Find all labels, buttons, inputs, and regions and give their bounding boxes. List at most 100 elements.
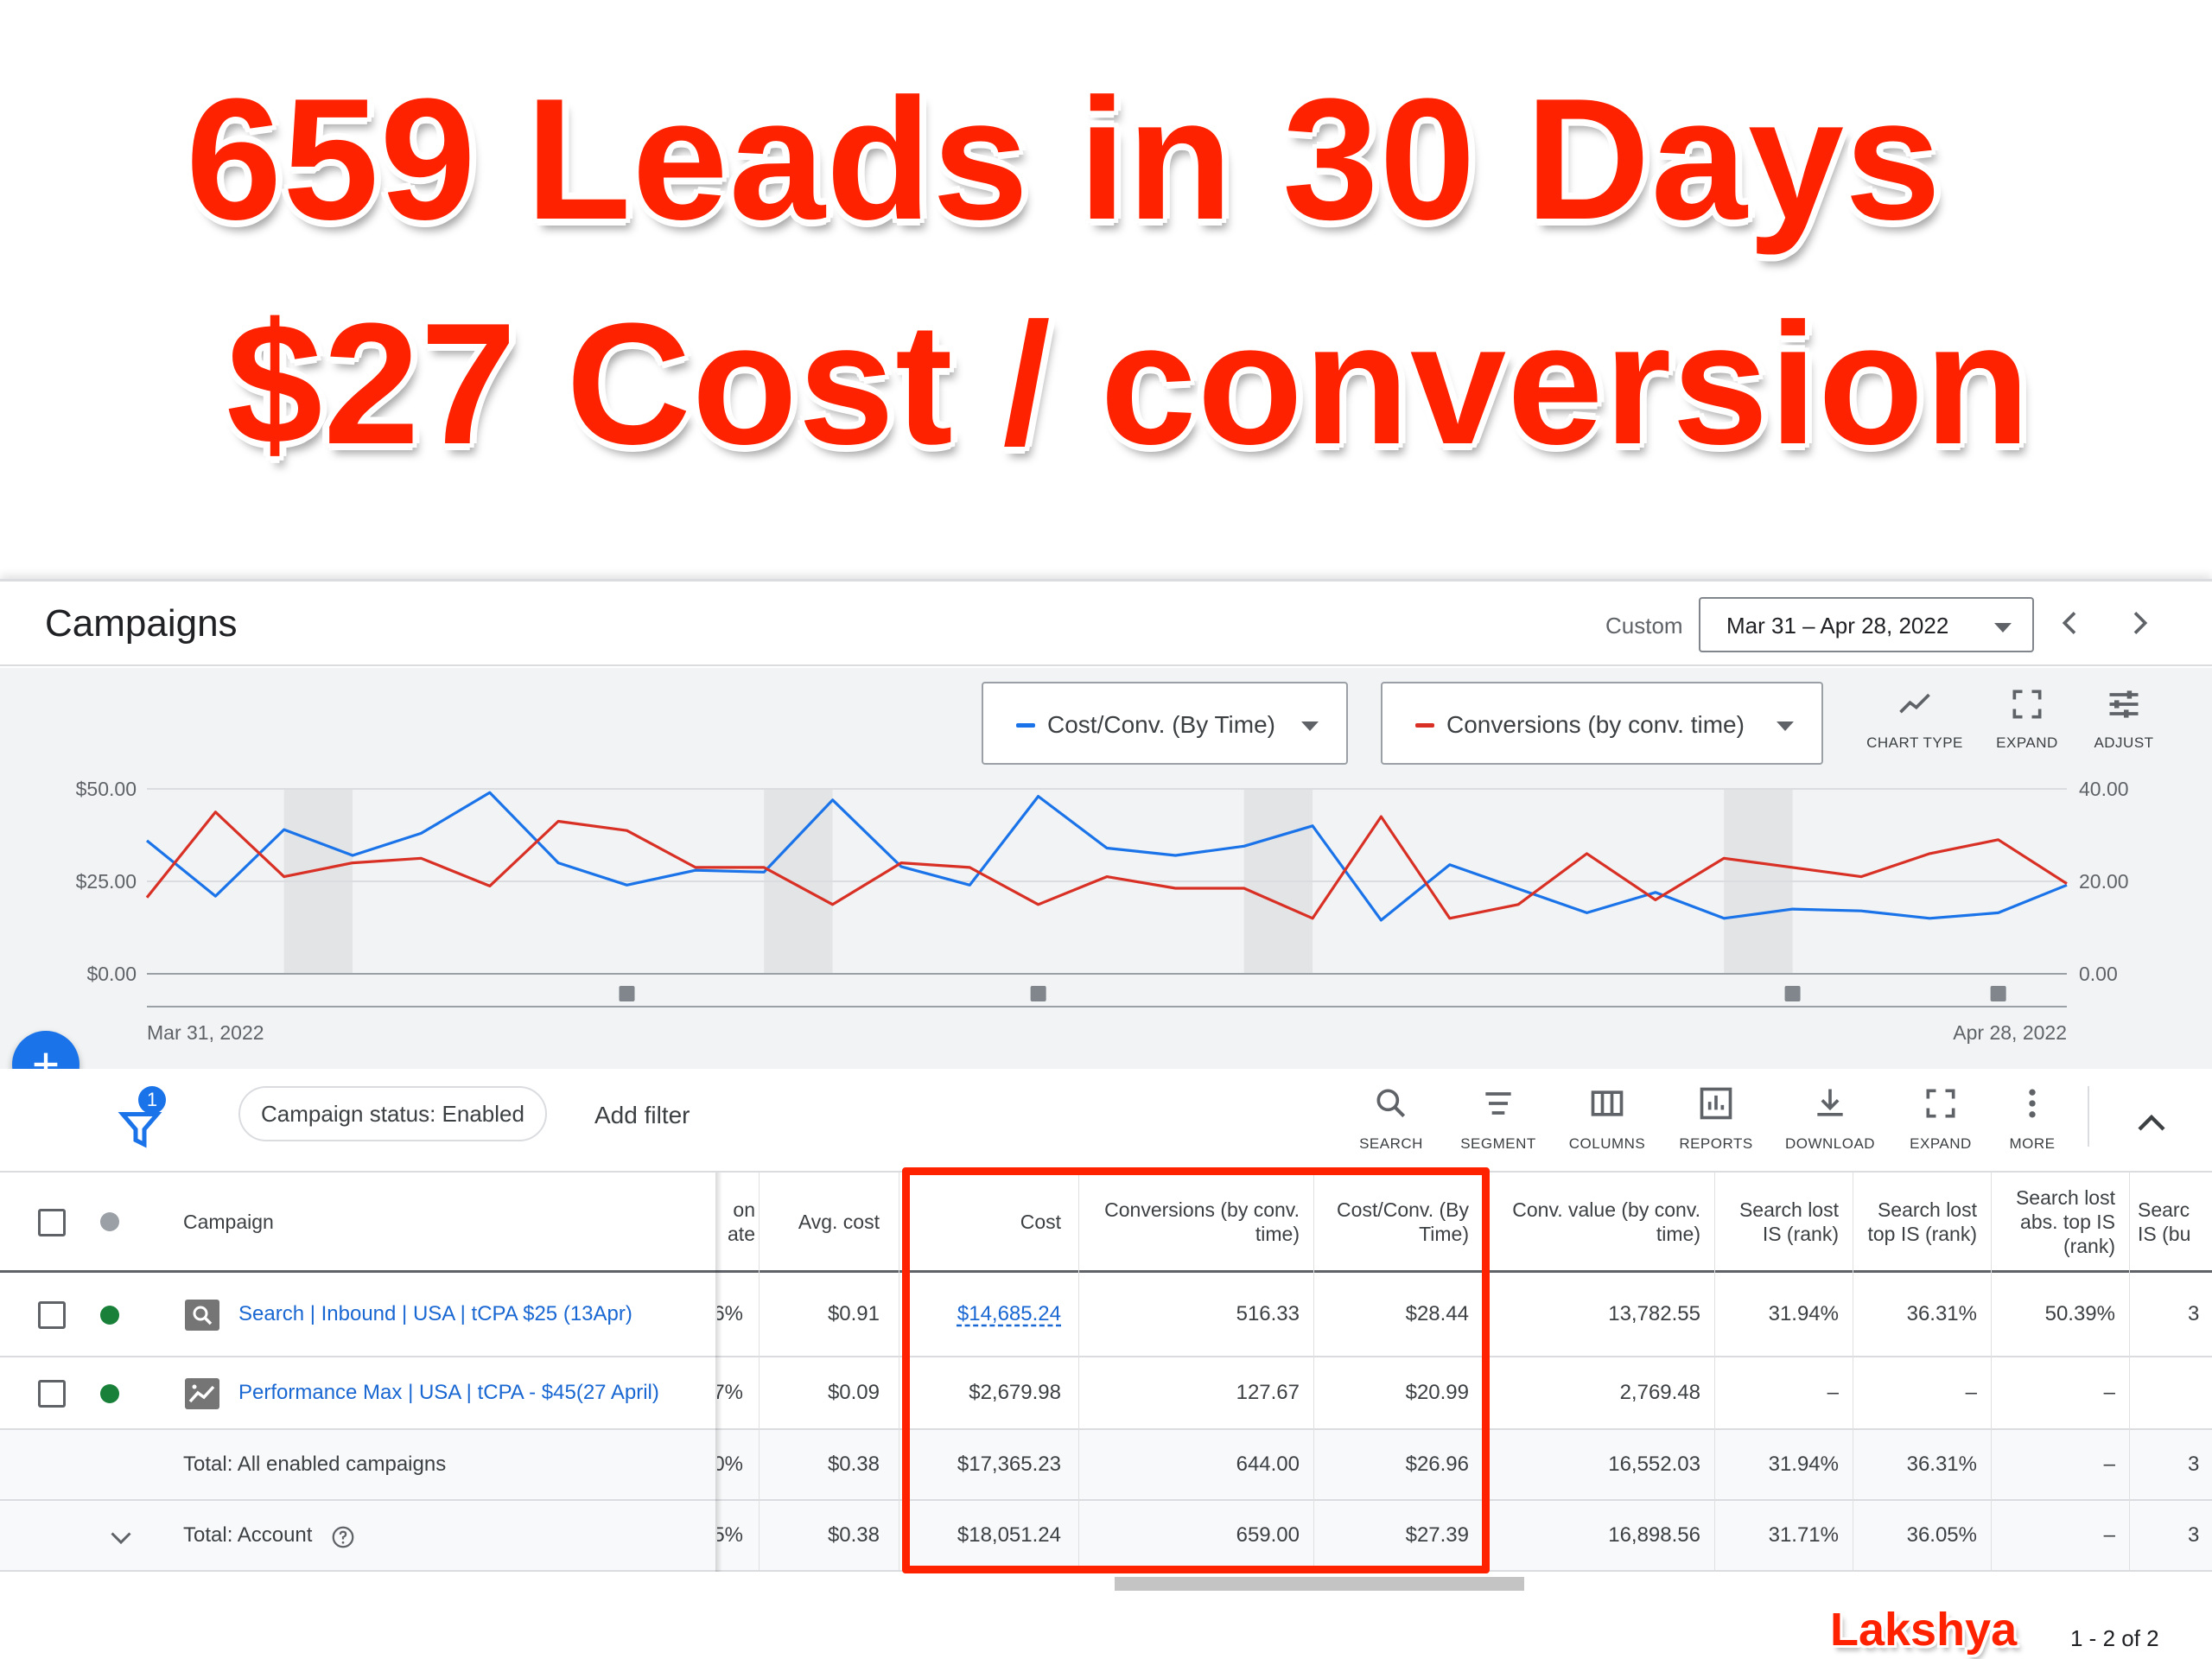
total-enabled-row: Total: All enabled campaigns 0% $0.38 $1… xyxy=(0,1430,2212,1501)
conv-value-cell: 16,898.56 xyxy=(1608,1523,1700,1547)
table-expand-label: EXPAND xyxy=(1910,1135,1972,1152)
avg-cost-cell: $0.91 xyxy=(827,1302,880,1325)
campaigns-header: Campaigns Custom Mar 31 – Apr 28, 2022 xyxy=(0,582,2212,666)
columns-button[interactable]: COLUMNS xyxy=(1555,1084,1659,1153)
row-checkbox[interactable] xyxy=(38,1380,66,1408)
headline-line-1: 659 Leads in 30 Days xyxy=(186,63,1942,256)
conversions-cell: 516.33 xyxy=(1236,1302,1300,1325)
more-button[interactable]: MORE xyxy=(1980,1084,2084,1153)
lost-top-is-cell: – xyxy=(1965,1381,1977,1404)
header-conv-value[interactable]: Conv. value (by conv. time) xyxy=(1512,1198,1700,1245)
cost-per-conv-cell: $26.96 xyxy=(1405,1452,1469,1476)
metric-selector-2[interactable]: Conversions (by conv. time) xyxy=(1381,682,1823,765)
avg-cost-cell: $0.38 xyxy=(827,1523,880,1547)
cost-link[interactable]: $14,685.24 xyxy=(957,1302,1061,1325)
chart-type-button[interactable]: CHART TYPE xyxy=(1854,685,1975,752)
right-axis-tick-label: 0.00 xyxy=(2079,963,2118,985)
horizontal-scrollbar[interactable] xyxy=(1115,1577,1524,1591)
total-enabled-label: Total: All enabled campaigns xyxy=(183,1452,447,1476)
conv-value-cell: 2,769.48 xyxy=(1619,1381,1700,1404)
chevron-right-icon[interactable] xyxy=(2122,606,2157,640)
performance-chart: $50.00 $25.00 $0.00 40.00 20.00 0.00 Mar 31, 2… xyxy=(0,668,2212,1069)
annotation-marker xyxy=(1030,986,1046,1001)
date-range-type-label: Custom xyxy=(1605,613,1683,639)
header-cost[interactable]: Cost xyxy=(1020,1210,1061,1233)
header-search-lost-abs-top[interactable]: Search lost abs. top IS (rank) xyxy=(2015,1185,2115,1257)
chevron-down-icon[interactable] xyxy=(105,1522,137,1553)
row-checkbox[interactable] xyxy=(38,1301,66,1329)
cost-cell: $2,679.98 xyxy=(969,1381,1061,1404)
column-divider xyxy=(759,1173,760,1570)
conv-rate-cell: 5% xyxy=(717,1523,743,1547)
add-filter-button[interactable]: Add filter xyxy=(594,1102,690,1128)
header-conversions[interactable]: Conversions (by conv. time) xyxy=(1104,1198,1300,1245)
cost-per-conv-cell: $28.44 xyxy=(1405,1302,1469,1325)
dropdown-caret-icon xyxy=(1301,721,1319,731)
help-icon[interactable] xyxy=(330,1524,356,1550)
annotation-marker xyxy=(1990,986,2006,1001)
lost-is-rank-cell: 31.94% xyxy=(1768,1452,1839,1476)
header-cost-per-conv[interactable]: Cost/Conv. (By Time) xyxy=(1337,1198,1469,1245)
annotation-marker xyxy=(1784,986,1801,1001)
columns-label: COLUMNS xyxy=(1568,1135,1646,1152)
reports-label: REPORTS xyxy=(1679,1135,1753,1152)
google-ads-screenshot: Campaigns Custom Mar 31 – Apr 28, 2022 $… xyxy=(0,579,2212,1659)
adjust-icon xyxy=(2109,690,2139,718)
table-row[interactable]: Performance Max | USA | tCPA - $45(27 Ap… xyxy=(0,1357,2212,1430)
select-all-checkbox[interactable] xyxy=(38,1209,66,1236)
metric-selector-1[interactable]: Cost/Conv. (By Time) xyxy=(982,682,1348,765)
chart-expand-button[interactable]: EXPAND xyxy=(1967,685,2088,752)
dropdown-caret-icon xyxy=(1994,623,2012,632)
filter-count-badge: 1 xyxy=(138,1086,166,1114)
avg-cost-cell: $0.38 xyxy=(827,1452,880,1476)
filter-bar: 1 Campaign status: Enabled Add filter SE… xyxy=(0,1069,2212,1173)
lost-abs-top-cell: – xyxy=(2103,1452,2115,1476)
reports-icon xyxy=(1700,1087,1732,1120)
is-budget-cell: 3 xyxy=(2188,1452,2200,1476)
headline-banner: 659 Leads in 30 Days $27 Cost / conversi… xyxy=(0,0,2212,579)
performance-max-icon xyxy=(185,1378,219,1409)
header-conv-rate[interactable]: on ate xyxy=(728,1198,755,1245)
chart-svg: $50.00 $25.00 $0.00 40.00 20.00 0.00 Mar 31, 2… xyxy=(76,778,2129,1044)
conv-rate-cell: 0% xyxy=(717,1452,743,1476)
left-axis-tick-label: $25.00 xyxy=(76,870,137,893)
table-expand-button[interactable]: EXPAND xyxy=(1889,1084,1993,1153)
download-button[interactable]: DOWNLOAD xyxy=(1778,1084,1882,1153)
campaign-name-link[interactable]: Performance Max | USA | tCPA - $45(27 Ap… xyxy=(238,1381,659,1404)
header-campaign[interactable]: Campaign xyxy=(183,1210,274,1233)
pagination-text: 1 - 2 of 2 xyxy=(2070,1625,2159,1651)
cost-per-conv-cell: $20.99 xyxy=(1405,1381,1469,1404)
header-search-is-budget[interactable]: Searc IS (bu xyxy=(2138,1198,2191,1245)
search-icon xyxy=(1376,1089,1406,1118)
segment-label: SEGMENT xyxy=(1460,1135,1536,1152)
campaign-name-link[interactable]: Search | Inbound | USA | tCPA $25 (13Apr… xyxy=(238,1302,632,1325)
date-range-picker[interactable]: Mar 31 – Apr 28, 2022 xyxy=(1699,597,2034,652)
cost-cell: $17,365.23 xyxy=(957,1452,1061,1476)
toolbar-divider xyxy=(2088,1086,2089,1147)
header-search-lost-top-is[interactable]: Search lost top IS (rank) xyxy=(1867,1198,1977,1245)
download-icon xyxy=(1817,1089,1843,1116)
metric-selector-2-label: Conversions (by conv. time) xyxy=(1446,711,1745,738)
annotation-marker xyxy=(619,986,635,1001)
headline-line-2: $27 Cost / conversion xyxy=(226,288,2031,480)
header-search-lost-is-rank[interactable]: Search lost IS (rank) xyxy=(1738,1198,1839,1245)
column-divider xyxy=(1313,1173,1314,1570)
highlight-box xyxy=(902,1167,1490,1573)
search-label: SEARCH xyxy=(1359,1135,1423,1152)
reports-button[interactable]: REPORTS xyxy=(1664,1084,1768,1153)
cost-cell: $18,051.24 xyxy=(957,1523,1061,1547)
segment-button[interactable]: SEGMENT xyxy=(1446,1084,1550,1153)
campaign-status-filter-chip[interactable]: Campaign status: Enabled xyxy=(238,1086,547,1141)
is-budget-cell: 3 xyxy=(2188,1523,2200,1547)
header-avg-cost[interactable]: Avg. cost xyxy=(798,1210,880,1233)
chevron-left-icon[interactable] xyxy=(2053,606,2088,640)
chart-type-label: CHART TYPE xyxy=(1866,734,1963,751)
frozen-column-shadow xyxy=(715,1173,722,1572)
x-axis-end-label: Apr 28, 2022 xyxy=(1953,1021,2067,1044)
lost-is-rank-cell: 31.71% xyxy=(1768,1523,1839,1547)
chevron-up-icon[interactable] xyxy=(2131,1103,2172,1145)
table-row[interactable]: Search | Inbound | USA | tCPA $25 (13Apr… xyxy=(0,1273,2212,1357)
filter-icon[interactable] xyxy=(114,1103,166,1155)
search-button[interactable]: SEARCH xyxy=(1339,1084,1443,1153)
chart-adjust-button[interactable]: ADJUST xyxy=(2063,685,2184,752)
